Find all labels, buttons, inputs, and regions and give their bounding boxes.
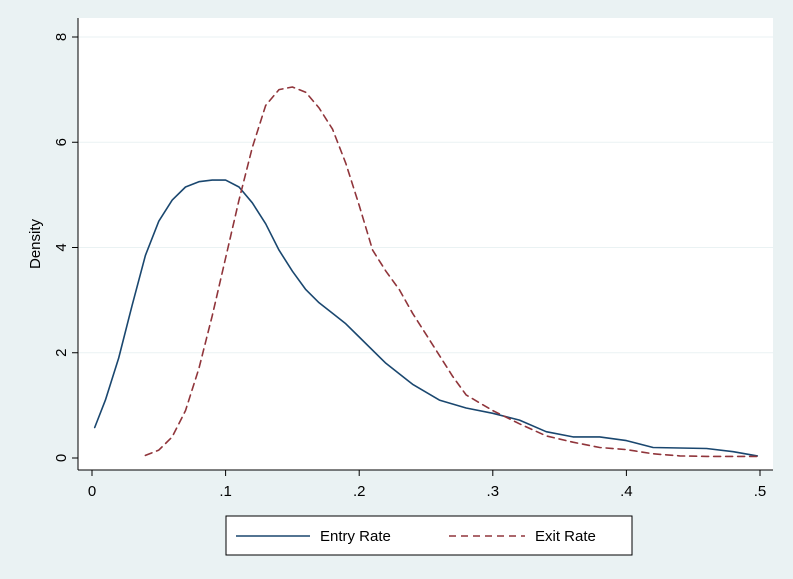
x-tick-label: .2	[353, 483, 366, 500]
x-tick-label: .1	[219, 483, 232, 500]
x-tick-label: .4	[620, 483, 633, 500]
y-tick-label: 2	[53, 349, 70, 357]
y-tick-label: 6	[53, 138, 70, 146]
grid-lines	[78, 36, 773, 354]
series-line-exit-rate	[144, 86, 761, 458]
y-axis-title: Density	[27, 218, 44, 269]
legend-label-entry-rate: Entry Rate	[320, 528, 391, 545]
x-tick-label: .3	[487, 483, 500, 500]
plot-area	[78, 18, 773, 470]
x-tick-label: .5	[754, 483, 767, 500]
y-tick-label: 4	[53, 243, 70, 251]
legend: Entry Rate Exit Rate	[225, 515, 633, 556]
series-lines	[93, 86, 761, 458]
legend-label-exit-rate: Exit Rate	[535, 528, 596, 545]
axes	[77, 18, 773, 471]
y-tick-label: 0	[53, 454, 70, 462]
x-tick-label: 0	[88, 483, 96, 500]
x-axis-ticks: 0 .1 .2 .3 .4 .5	[88, 470, 766, 500]
y-axis-ticks: 0 2 4 6 8	[53, 33, 78, 462]
series-line-entry-rate	[93, 179, 759, 457]
y-tick-label: 8	[53, 33, 70, 41]
